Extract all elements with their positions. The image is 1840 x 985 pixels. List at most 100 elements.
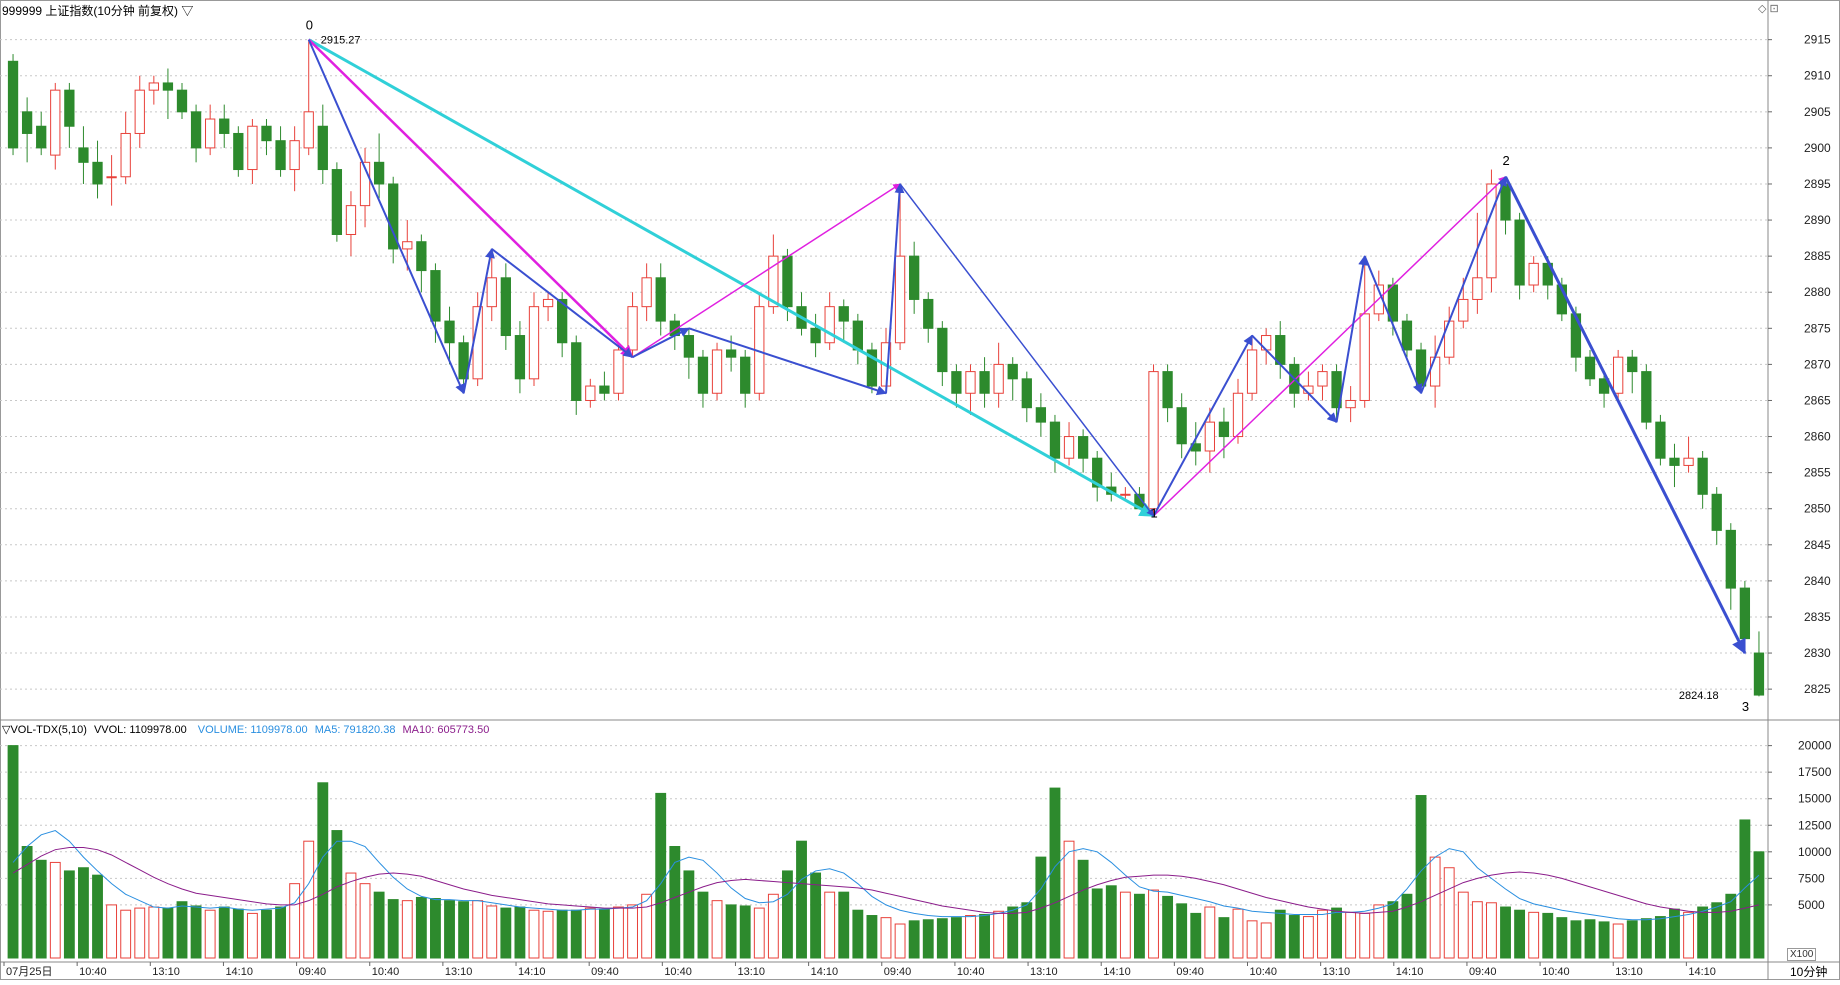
high-price-label: 2915.27 [321,35,361,47]
candle-body [1514,219,1525,286]
wave-magenta-line [632,183,901,358]
volume-bar [514,906,526,959]
candle-body [528,306,540,380]
price-tick-label: 2825 [1804,682,1831,696]
candle-body [683,335,695,358]
time-tick-label: 14:10 [1688,966,1716,978]
candle-body [768,255,779,308]
candle-body [655,277,666,322]
volume-bar [570,909,582,959]
volume-bar [528,909,540,959]
candle-body [1007,363,1018,380]
volume-grid [0,745,1768,906]
price-tick-label: 2855 [1804,466,1831,480]
wave-cyan-line [307,38,1155,518]
volume-bar [1063,840,1075,959]
volume-bar [852,909,864,959]
volume-bar [246,912,258,959]
volume-bar [979,913,990,959]
volume-bar [838,891,850,959]
price-tick-label: 2875 [1804,321,1831,335]
candle-body [359,161,371,207]
volume-bar [922,919,934,959]
time-tick-label: 14:10 [1103,966,1131,978]
price-tick-label: 2905 [1804,105,1831,119]
volume-tick-label: 5000 [1798,898,1825,912]
volume-tick-label: 12500 [1798,818,1832,832]
price-tick-label: 2830 [1804,646,1831,660]
price-axis: 2825 2830 2835 2840 2845 2850 2855 2860 2865 2870… [1768,33,1831,696]
volume-bar [1471,901,1483,959]
candle-body [1598,378,1610,394]
volume-bar [1725,893,1737,959]
candle-body [866,349,878,387]
time-tick-label: 10:40 [79,966,107,978]
price-tick-label: 2910 [1804,69,1831,83]
volume-bar [49,861,61,959]
price-tick-label: 2860 [1804,430,1831,444]
candle-body [331,169,343,235]
volume-bar [556,909,568,959]
candle-body [1584,356,1596,380]
candle-body [740,356,751,394]
time-tick-label: 10:40 [1249,966,1277,978]
volume-bar [500,907,512,959]
volume-bar [120,909,132,959]
candle-body [1415,349,1427,387]
volume-bar [1218,917,1230,959]
candle-body [1218,421,1230,438]
volume-header: ▽VOL-TDX(5,10) VVOL: 1109978.00 VOLUME: … [2,723,489,736]
volume-bar [317,782,329,959]
time-tick-label: 10:40 [372,966,400,978]
candle-body [1711,493,1722,531]
wave-blue-subline [1363,255,1423,395]
volume-bar [1387,901,1399,959]
price-tick-label: 2895 [1804,177,1831,191]
volume-tick-label: 15000 [1798,792,1832,806]
time-tick-label: 09:40 [1176,966,1204,978]
candle-body [7,60,19,149]
candle-body [486,277,497,308]
volume-bar [1260,922,1272,959]
time-tick-label: 14:10 [811,966,839,978]
time-tick-label: 09:40 [591,966,619,978]
volume-bar [866,915,878,959]
time-tick-label: 13:10 [1615,966,1643,978]
volume-bar [63,870,75,959]
candle-body [557,298,568,344]
volume-bar [78,867,89,959]
volume-bar [1598,921,1610,959]
volume-bar [782,870,793,959]
time-tick-label: 13:10 [445,966,473,978]
candle-body [458,342,469,380]
window-control-icons[interactable]: ◇ ⊡ [1758,3,1779,15]
wave-blue-subline [491,248,634,358]
wave-label: 2 [1503,153,1510,168]
wave-magenta-line [1152,176,1507,517]
wave-blue-subline [307,39,465,395]
volume-indicator-label[interactable]: ▽VOL-TDX(5,10) [2,724,87,736]
wave-label: 3 [1742,699,1749,714]
volume-bar [35,859,47,959]
volume-bar [627,904,638,959]
volume-bar [584,907,596,959]
volume-bar [1584,919,1596,959]
candle-body [1092,457,1103,488]
candle-body [852,320,863,351]
ma10-line [12,847,1760,914]
period-label[interactable]: 10分钟 [1790,965,1828,979]
candle-body [247,125,258,171]
ma5-line [12,830,1760,921]
volume-value: VOLUME: 1109978.00 [197,724,308,736]
volume-bar [1077,859,1089,959]
candle-body [1246,349,1258,394]
volume-bar [275,906,286,959]
volume-bar [767,893,779,959]
volume-bar [1556,917,1568,959]
candle-body [1035,407,1047,423]
candle-body [1627,356,1638,373]
volume-bar [1640,918,1652,959]
volume-bar [1486,902,1497,959]
